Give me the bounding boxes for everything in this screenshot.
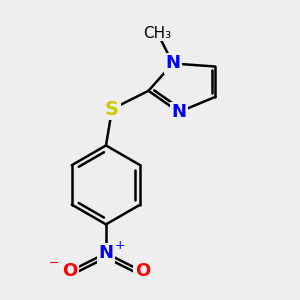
Text: N: N bbox=[98, 244, 113, 262]
Text: −: − bbox=[49, 257, 60, 270]
Text: N: N bbox=[165, 55, 180, 73]
Text: N: N bbox=[171, 103, 186, 121]
Text: O: O bbox=[62, 262, 77, 280]
Text: CH₃: CH₃ bbox=[143, 26, 172, 40]
Text: O: O bbox=[135, 262, 150, 280]
Text: +: + bbox=[114, 239, 125, 252]
Text: S: S bbox=[105, 100, 119, 118]
